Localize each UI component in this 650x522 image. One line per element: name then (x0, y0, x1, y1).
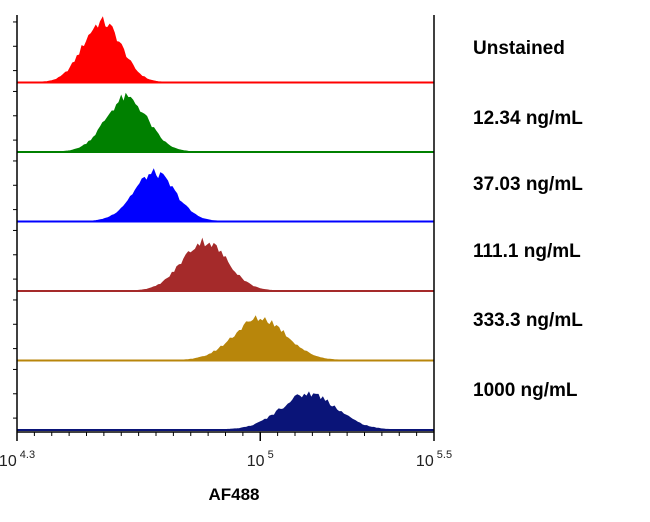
x-tick-base: 10 (247, 453, 265, 470)
legend-label-unstained: Unstained (473, 38, 565, 59)
histogram-area (17, 237, 434, 292)
histogram-area (17, 168, 434, 222)
x-tick-label: 10 5 (247, 449, 274, 470)
histogram-area (17, 92, 434, 153)
legend-label-333-3: 333.3 ng/mL (473, 310, 583, 331)
x-axis-label: AF488 (208, 485, 259, 504)
x-axis-ticks: 10 4.3 10 5 10 5.5 (0, 432, 452, 470)
x-tick-exponent: 4.3 (17, 449, 35, 461)
x-tick-exponent: 5 (265, 449, 274, 461)
chart-axes (13, 15, 435, 436)
histogram-area (17, 391, 434, 431)
x-tick-base: 10 (0, 453, 17, 470)
x-tick-exponent: 5.5 (434, 449, 452, 461)
legend-label-1000: 1000 ng/mL (473, 380, 578, 401)
legend-label-12-34: 12.34 ng/mL (473, 108, 583, 129)
histogram-panels (17, 16, 434, 431)
legend-label-111-1: 111.1 ng/mL (473, 241, 581, 262)
histogram-area (17, 16, 434, 83)
x-tick-label: 10 4.3 (0, 449, 35, 470)
histogram-area (17, 315, 434, 361)
legend-label-37-03: 37.03 ng/mL (473, 174, 583, 195)
x-tick-label: 10 5.5 (416, 449, 452, 470)
x-tick-base: 10 (416, 453, 434, 470)
